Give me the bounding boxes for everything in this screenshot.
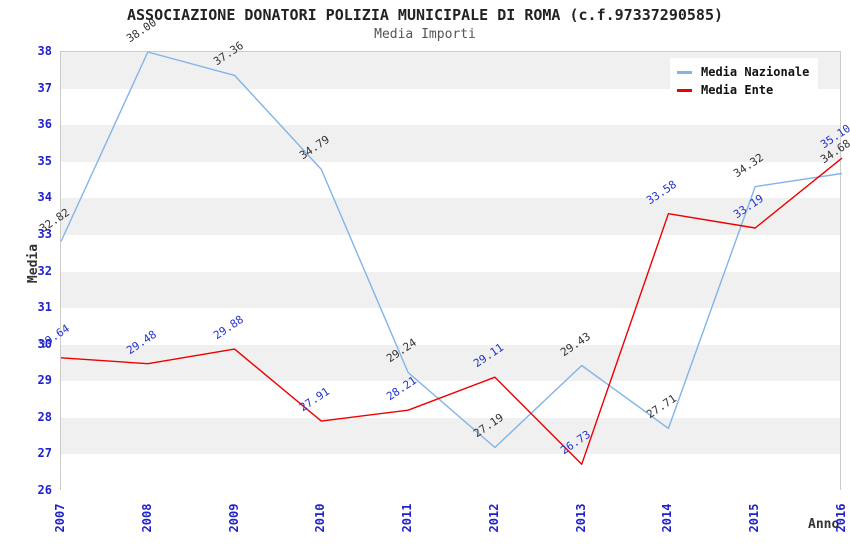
- plot-band: [61, 271, 840, 309]
- plot-band: [61, 454, 840, 491]
- x-tick-label: 2012: [486, 503, 501, 533]
- y-tick-label: 28: [37, 409, 52, 424]
- plot-band: [61, 125, 840, 162]
- x-tick-label: 2013: [573, 503, 588, 533]
- legend-swatch: [677, 70, 692, 74]
- y-tick-label: 34: [37, 190, 52, 205]
- legend-label: Media Ente: [701, 83, 774, 97]
- y-tick-label: 30: [37, 336, 52, 351]
- y-tick-label: 26: [37, 483, 52, 497]
- x-tick-label: 2016: [834, 503, 848, 533]
- x-axis-title: Anno: [808, 517, 840, 532]
- legend-swatch: [677, 88, 692, 92]
- plot-band: [61, 308, 840, 345]
- legend: Media Nazionale Media Ente: [670, 58, 819, 104]
- plot-area: 32.82 38.00 37.36 34.79 29.24 27.19 29.43 27.71…: [37, 16, 850, 491]
- plot-band: [61, 161, 840, 199]
- y-tick-label: 27: [37, 446, 52, 461]
- plot-band: [61, 381, 840, 418]
- series-lines: [60, 51, 843, 465]
- x-tick-label: 2011: [400, 503, 415, 533]
- y-tick-label: 36: [37, 117, 52, 132]
- x-tick-label: 2008: [139, 503, 154, 533]
- plot-band: [61, 234, 840, 272]
- y-tick-label: 31: [37, 300, 52, 315]
- y-tick-label: 33: [37, 226, 52, 241]
- x-tick-label: 2014: [660, 503, 675, 533]
- y-tick-label: 29: [37, 373, 52, 388]
- y-tick-label: 32: [37, 263, 52, 278]
- chart-title: ASSOCIAZIONE DONATORI POLIZIA MUNICIPALE…: [126, 6, 724, 24]
- legend-label: Media Nazionale: [701, 65, 810, 79]
- y-tick-label: 38: [37, 44, 52, 58]
- x-tick-label: 2010: [313, 503, 328, 533]
- y-tick-label: 35: [37, 153, 52, 168]
- series-line: [60, 51, 843, 449]
- chart-subtitle: Media Importi: [374, 27, 476, 42]
- y-tick-label: 37: [37, 80, 52, 95]
- series-line: [60, 157, 843, 465]
- x-tick-label: 2009: [226, 503, 241, 533]
- plot-band: [61, 417, 840, 455]
- legend-item: Media Nazionale: [677, 63, 809, 81]
- x-tick-label: 2015: [747, 503, 762, 533]
- legend-item: Media Ente: [677, 81, 809, 99]
- plot-band: [61, 344, 840, 382]
- plot-band: [61, 198, 840, 235]
- x-tick-label: 2007: [53, 503, 67, 533]
